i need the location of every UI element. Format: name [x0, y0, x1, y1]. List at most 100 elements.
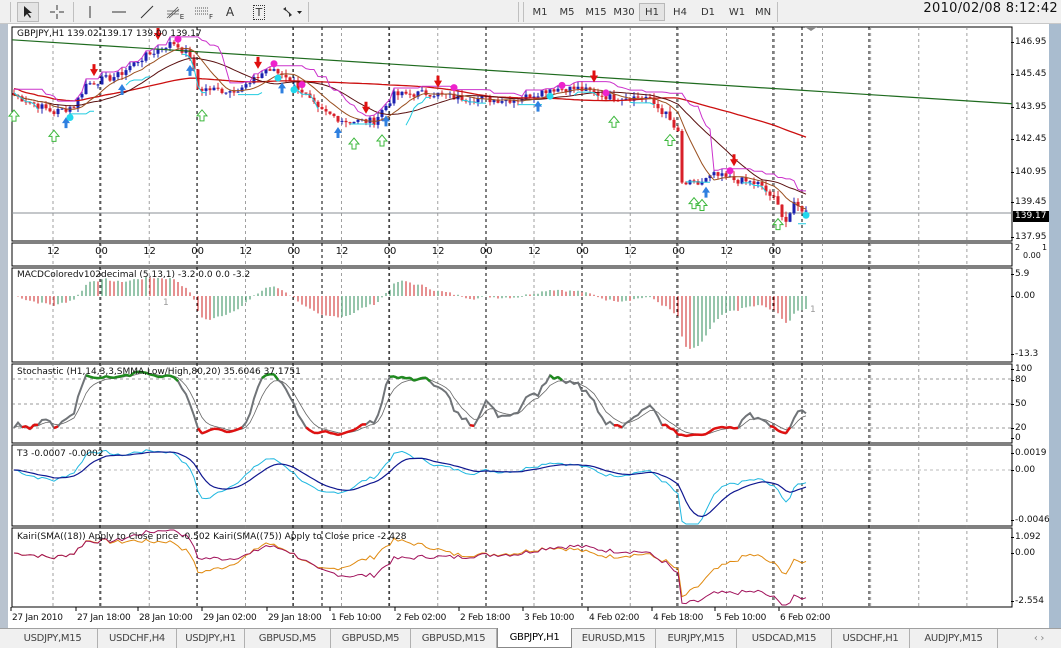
- fibonacci-retracement-icon[interactable]: F: [193, 2, 215, 22]
- candle-body: [508, 99, 512, 103]
- candle-body: [536, 96, 540, 98]
- candle-body: [404, 91, 408, 94]
- timeframe-m30[interactable]: M30: [613, 6, 635, 18]
- chart-tab-gbpjpy-h1[interactable]: GBPJPY,H1: [497, 628, 572, 648]
- chart-tab-usdchf-h4[interactable]: USDCHF,H4: [98, 629, 177, 648]
- text-icon[interactable]: A: [225, 5, 235, 19]
- chart-tab-usdchf-h1[interactable]: USDCHF,H1: [832, 629, 910, 648]
- chart-tab-gbpusd-m15[interactable]: GBPUSD,M15: [411, 629, 497, 648]
- candle-body: [596, 91, 600, 96]
- buy-arrow-icon: [118, 84, 126, 96]
- time-panel-label: 00: [768, 246, 782, 257]
- chart-tab-usdcad-m15[interactable]: USDCAD,M15: [737, 629, 832, 648]
- candle-body: [136, 62, 140, 64]
- toolbar-grip[interactable]: [10, 2, 11, 22]
- candle-body: [396, 91, 400, 96]
- time-axis-label: 29 Jan 18:00: [268, 613, 322, 623]
- candle-body: [232, 91, 236, 93]
- stochastic-axis-label: 50: [1010, 399, 1027, 409]
- chart-tab-eurusd-m15[interactable]: EURUSD,M15: [572, 629, 656, 648]
- chart-window[interactable]: [8, 24, 1049, 628]
- vertical-scrollbar[interactable]: [1049, 24, 1061, 628]
- timeframe-m15[interactable]: M15: [585, 6, 607, 18]
- support-line: [13, 53, 806, 225]
- stochastic-extreme-segment: [325, 430, 331, 435]
- macd-axis-label: 0.00: [1010, 291, 1036, 301]
- stochastic-extreme-segment: [349, 428, 355, 433]
- magenta-dot-icon: [558, 81, 566, 89]
- candle-body: [200, 88, 204, 91]
- t3-axis-label: 0.00: [1010, 465, 1036, 475]
- candle-body: [576, 86, 580, 89]
- chart-tab-gbpusd-m5[interactable]: GBPUSD,M5: [245, 629, 331, 648]
- stochastic-extreme-segment: [401, 375, 407, 380]
- stochastic-extreme-segment: [205, 428, 211, 433]
- candle-body: [548, 89, 552, 94]
- vertical-line-icon[interactable]: [80, 2, 100, 22]
- time-panel-label: 12: [720, 246, 734, 257]
- ma-mid-line: [13, 57, 807, 195]
- stochastic-extreme-segment: [333, 432, 339, 437]
- t3-fast-line: [13, 449, 807, 525]
- stochastic-extreme-segment: [309, 429, 315, 434]
- crosshair-icon[interactable]: [46, 2, 68, 22]
- stochastic-axis-label: 0: [1011, 433, 1021, 443]
- fibonacci-fan-icon[interactable]: E: [164, 2, 186, 22]
- hollow-up-arrow-icon: [771, 217, 785, 231]
- candle-body: [352, 121, 356, 124]
- stochastic-extreme-segment: [781, 431, 787, 435]
- stochastic-extreme-segment: [353, 426, 359, 431]
- time-axis-label: 2 Feb 18:00: [460, 613, 511, 623]
- sell-arrow-icon: [362, 101, 370, 114]
- candle-body: [224, 92, 228, 94]
- candle-body: [176, 44, 180, 48]
- price-axis-label: 139.45: [1011, 197, 1047, 207]
- fib-fan-label: E: [179, 13, 185, 21]
- arrows-icon[interactable]: [278, 2, 306, 22]
- candle-body: [164, 47, 168, 49]
- stochastic-extreme-segment: [673, 428, 679, 436]
- candle-body: [336, 116, 340, 122]
- stochastic-extreme-segment: [769, 424, 775, 429]
- candle-body: [268, 69, 272, 71]
- kairi-axis-label: -2.554: [1010, 596, 1045, 606]
- timeframe-w1[interactable]: W1: [728, 6, 746, 18]
- current-price-tag: 139.17: [1013, 211, 1049, 222]
- timeframe-h4[interactable]: H4: [673, 6, 687, 18]
- time-panel-label: 12: [528, 246, 541, 257]
- horizontal-line-icon[interactable]: [108, 2, 130, 22]
- candle-body: [240, 87, 244, 92]
- kairi-18-line: [13, 537, 807, 598]
- candle-body: [52, 111, 56, 115]
- time-panel-label: 00: [383, 246, 397, 257]
- panel-frame-macd: [11, 267, 1013, 363]
- stochastic-extreme-segment: [709, 427, 715, 433]
- timeframe-m5[interactable]: M5: [559, 6, 575, 18]
- cursor-icon[interactable]: [17, 2, 39, 22]
- candle-body: [256, 77, 260, 79]
- candle-body: [612, 94, 616, 101]
- candle-body: [392, 91, 396, 104]
- candle-body: [272, 69, 276, 71]
- stochastic-extreme-segment: [557, 375, 563, 382]
- stochastic-extreme-segment: [689, 433, 695, 437]
- timeframe-d1[interactable]: D1: [700, 6, 716, 18]
- stochastic-extreme-segment: [217, 427, 223, 432]
- chart-tab-usdjpy-h1[interactable]: USDJPY,H1: [177, 629, 245, 648]
- timeframe-m1[interactable]: M1: [532, 6, 548, 18]
- candle-body: [80, 94, 84, 98]
- tab-scroll-arrows[interactable]: ‹ ›: [1033, 633, 1045, 644]
- buy-arrow-icon: [278, 82, 286, 94]
- timeframe-mn[interactable]: MN: [754, 6, 772, 18]
- stochastic-extreme-segment: [417, 376, 423, 381]
- stochastic-extreme-segment: [89, 375, 95, 380]
- chart-tab-gbpusd-m5[interactable]: GBPUSD,M5: [331, 629, 411, 648]
- timeframe-h1[interactable]: H1: [639, 3, 665, 21]
- chart-tab-audjpy-m15[interactable]: AUDJPY,M15: [910, 629, 998, 648]
- trendline-icon[interactable]: [137, 2, 157, 22]
- chart-tab-eurjpy-m15[interactable]: EURJPY,M15: [656, 629, 737, 648]
- candle-body: [692, 180, 696, 182]
- chart-tab-usdjpy-m15[interactable]: USDJPY,M15: [8, 629, 98, 648]
- text-label-icon[interactable]: T: [249, 2, 269, 22]
